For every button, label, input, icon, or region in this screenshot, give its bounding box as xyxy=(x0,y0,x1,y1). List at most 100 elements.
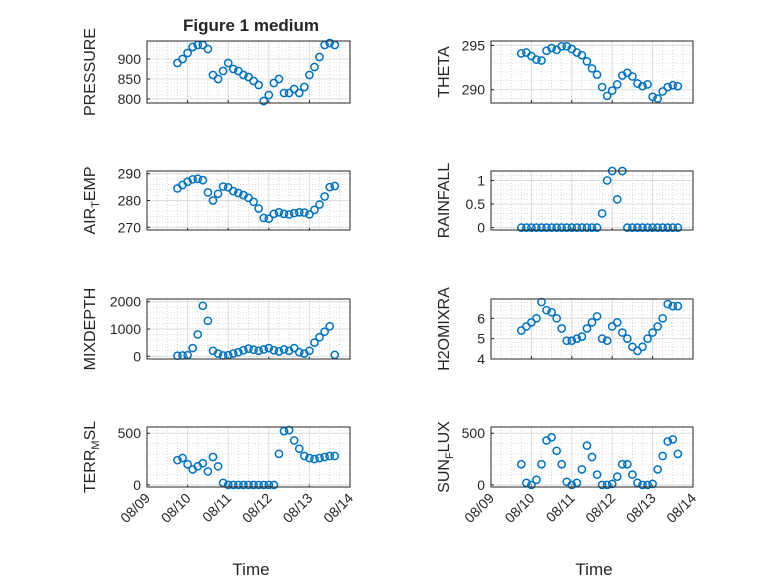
data-point xyxy=(663,223,673,232)
x-tick-label: 08/14 xyxy=(320,490,356,526)
data-point xyxy=(527,223,536,232)
data-point xyxy=(597,82,607,92)
data-point xyxy=(668,80,678,90)
data-point xyxy=(325,451,335,461)
axes-frame xyxy=(146,40,351,104)
data-point xyxy=(516,49,526,58)
data-point xyxy=(587,318,597,327)
data-point xyxy=(562,336,572,346)
axes-frame xyxy=(490,298,694,360)
data-point xyxy=(537,297,546,307)
data-point xyxy=(228,349,238,358)
data-point xyxy=(178,54,187,64)
data-point xyxy=(532,313,541,323)
data-point xyxy=(239,480,248,490)
data-point xyxy=(623,459,632,469)
data-point xyxy=(597,334,607,344)
y-tick-label: 5 xyxy=(477,331,485,347)
x-tick-label: 08/13 xyxy=(279,490,315,526)
data-point xyxy=(315,200,324,209)
data-point xyxy=(557,223,567,232)
data-point xyxy=(279,426,289,436)
subplot-sun-flux: 08/09 08/10 08/11 08/12 08/13 08/14 0 500 SUNFLU… xyxy=(436,421,699,526)
data-point xyxy=(638,342,647,352)
y-tick-label: 2000 xyxy=(110,294,141,310)
data-point xyxy=(532,55,541,64)
data-point xyxy=(173,455,182,465)
data-point xyxy=(582,223,592,232)
data-point xyxy=(648,92,657,102)
data-point xyxy=(577,50,587,60)
data-point xyxy=(249,480,258,490)
data-point xyxy=(178,453,187,463)
data-point xyxy=(294,347,304,357)
axes-frame xyxy=(146,298,351,360)
data-point xyxy=(602,336,612,346)
data-point xyxy=(628,223,637,232)
data-point xyxy=(234,347,243,357)
data-point xyxy=(547,307,556,317)
data-series xyxy=(516,41,683,103)
data-point xyxy=(249,197,258,207)
y-tick-label: 500 xyxy=(462,425,486,441)
data-point xyxy=(522,478,531,488)
plot-area xyxy=(491,171,693,230)
data-point xyxy=(264,214,274,224)
data-point xyxy=(547,43,556,53)
y-tick-label: 290 xyxy=(118,166,142,182)
y-axis-label-main: AIR xyxy=(82,208,99,235)
data-point xyxy=(532,475,541,485)
data-point xyxy=(244,344,253,353)
subplot-pressure: 800 850 900 PRESSURE xyxy=(82,28,351,116)
x-tick-label: 08/12 xyxy=(239,490,275,526)
data-point xyxy=(310,62,319,72)
y-tick-label: 500 xyxy=(118,425,142,441)
data-point xyxy=(643,334,652,344)
data-point xyxy=(597,480,607,490)
data-point xyxy=(516,223,526,232)
data-point xyxy=(663,437,673,446)
y-axis-label-main: MIXDEPTH xyxy=(82,288,99,371)
data-point xyxy=(264,90,274,100)
y-tick-label: 800 xyxy=(118,91,142,107)
data-point xyxy=(643,223,652,232)
data-point xyxy=(274,347,284,356)
data-point xyxy=(330,451,340,461)
data-point xyxy=(587,452,597,462)
data-point xyxy=(320,452,329,462)
x-tick-label: 08/11 xyxy=(199,490,235,526)
data-point xyxy=(213,189,223,199)
data-point xyxy=(239,345,248,355)
data-point xyxy=(537,459,546,469)
data-series xyxy=(173,174,340,224)
axes-frame xyxy=(146,426,351,488)
y-axis-label: AIRTEMP xyxy=(82,166,102,234)
y-tick-label: 0 xyxy=(133,348,141,364)
x-tick-label: 08/10 xyxy=(501,490,537,526)
data-point xyxy=(269,480,279,490)
data-point xyxy=(643,80,652,89)
data-point xyxy=(330,181,340,191)
y-axis-label-main: SUN xyxy=(436,459,453,493)
data-point xyxy=(223,480,233,490)
data-point xyxy=(264,480,274,490)
data-point xyxy=(249,345,258,355)
data-point xyxy=(228,480,238,490)
data-point xyxy=(658,87,668,96)
data-point xyxy=(274,207,284,217)
data-point xyxy=(299,82,309,92)
y-tick-label: 280 xyxy=(118,193,142,209)
data-point xyxy=(274,449,284,459)
data-point xyxy=(198,301,208,311)
data-series xyxy=(173,425,340,490)
data-point xyxy=(648,328,657,337)
data-point xyxy=(305,210,314,219)
y-axis-label-rest: SL xyxy=(82,421,99,441)
data-point xyxy=(198,458,208,468)
y-axis-label: H2OMIXRA xyxy=(436,287,453,371)
y-axis-label-main: H2OMIXRA xyxy=(436,287,453,371)
data-point xyxy=(537,223,546,232)
data-point xyxy=(582,57,592,66)
subplot-theta: 290 295 THETA xyxy=(436,37,694,104)
data-point xyxy=(612,80,622,89)
